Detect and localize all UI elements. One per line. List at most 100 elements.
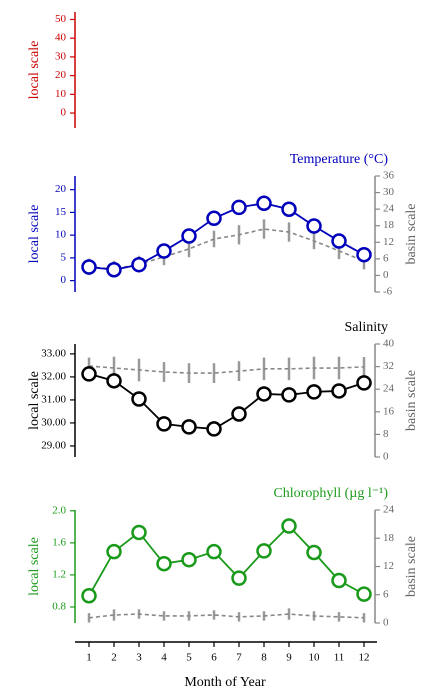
y2-tick-label: 24: [383, 504, 395, 516]
y2-axis-label: basin scale: [404, 203, 419, 264]
y-axis-label: local scale: [27, 371, 42, 430]
data-point: [81, 366, 97, 382]
y-tick-label: 15: [55, 206, 67, 218]
data-point: [306, 218, 322, 234]
local-line: [88, 524, 365, 597]
y-tick-label: 0.8: [52, 601, 66, 613]
data-point: [356, 246, 372, 263]
y2-tick-label: 12: [383, 560, 394, 572]
data-point: [281, 201, 297, 217]
y-tick-label: 33.00: [41, 347, 66, 359]
y2-axis-label: basin scale: [404, 536, 419, 597]
data-point: [256, 543, 272, 559]
data-point: [256, 195, 272, 212]
x-tick-label: 11: [334, 652, 345, 664]
y2-tick-label: -6: [383, 286, 393, 298]
data-point: [281, 518, 297, 534]
basin-line: [88, 613, 365, 619]
y2-tick-label: 24: [383, 383, 395, 395]
data-point: [131, 524, 147, 541]
y-tick-label: 20: [55, 69, 67, 81]
x-tick-label: 8: [261, 652, 267, 664]
data-point: [81, 588, 97, 604]
data-point: [231, 406, 247, 422]
y2-tick-label: 6: [383, 588, 389, 600]
y-tick-label: 40: [55, 32, 67, 44]
data-point: [156, 243, 172, 259]
y-tick-label: 10: [55, 229, 67, 241]
y-tick-label: 1.6: [52, 536, 66, 548]
y-axis-label: local scale: [27, 537, 42, 596]
x-tick-label: 5: [186, 652, 192, 664]
y2-tick-label: 18: [383, 532, 395, 544]
data-point: [156, 555, 172, 572]
basin-line: [88, 228, 365, 270]
data-point: [231, 570, 247, 586]
y-tick-label: 29.00: [41, 439, 66, 451]
y-tick-label: 30.00: [41, 416, 66, 428]
x-tick-label: 9: [286, 652, 292, 664]
y2-tick-label: 30: [383, 186, 395, 198]
data-point: [356, 375, 372, 391]
x-axis-label: Month of Year: [184, 675, 266, 690]
y2-tick-label: 18: [383, 219, 395, 231]
data-point: [106, 261, 122, 278]
data-point: [306, 384, 322, 400]
data-point: [331, 233, 347, 249]
x-tick-label: 10: [309, 652, 321, 664]
panel-title: Salinity: [344, 320, 388, 335]
x-tick-label: 2: [111, 652, 117, 664]
data-point: [356, 586, 372, 602]
data-point: [81, 259, 97, 275]
basin-line: [88, 365, 365, 374]
x-tick-label: 3: [136, 652, 142, 664]
x-tick-label: 7: [236, 652, 242, 664]
data-point: [181, 228, 197, 244]
x-tick-label: 4: [161, 652, 167, 664]
y-tick-label: 5: [61, 251, 67, 263]
x-tick-label: 12: [359, 652, 370, 664]
y2-tick-label: 24: [383, 203, 395, 215]
data-point: [131, 256, 147, 273]
y2-axis-label: basin scale: [404, 370, 419, 431]
y-tick-label: 30: [55, 50, 67, 62]
panel-title: Temperature (°C): [290, 152, 389, 167]
y2-tick-label: 36: [383, 170, 395, 182]
panel-title: Chlorophyll (µg l⁻¹): [273, 486, 388, 501]
y2-tick-label: 0: [383, 617, 389, 629]
y-tick-label: 1.2: [52, 568, 66, 580]
y-axis-label: local scale: [27, 41, 42, 100]
x-tick-label: 6: [211, 652, 217, 664]
data-point: [331, 383, 347, 399]
data-point: [106, 543, 122, 560]
data-point: [331, 572, 347, 589]
y-tick-label: 32.00: [41, 370, 66, 382]
y2-tick-label: 12: [383, 236, 394, 248]
data-point: [206, 421, 222, 437]
y2-tick-label: 6: [383, 252, 389, 264]
y-tick-label: 20: [55, 183, 67, 195]
x-tick-label: 1: [86, 652, 92, 664]
data-point: [181, 551, 197, 568]
y2-tick-label: 0: [383, 269, 389, 281]
y-tick-label: 10: [55, 88, 67, 100]
y-tick-label: 0: [61, 107, 67, 119]
data-point: [131, 391, 147, 407]
y2-tick-label: 32: [383, 360, 394, 372]
data-point: [306, 544, 322, 561]
y-axis-label: local scale: [27, 205, 42, 264]
data-point: [256, 386, 272, 402]
y2-tick-label: 8: [383, 428, 389, 440]
y-tick-label: 50: [55, 13, 67, 25]
data-point: [106, 373, 122, 389]
y2-tick-label: 0: [383, 451, 389, 463]
data-point: [181, 419, 197, 435]
y2-tick-label: 16: [383, 405, 395, 417]
y-tick-label: 0: [61, 274, 67, 286]
y-tick-label: 31.00: [41, 393, 66, 405]
data-point: [206, 210, 222, 227]
data-point: [231, 199, 247, 216]
local-line: [88, 373, 365, 430]
y2-tick-label: 40: [383, 338, 395, 350]
